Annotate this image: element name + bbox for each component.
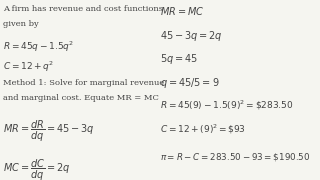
Text: $R = 45q - 1.5q^2$: $R = 45q - 1.5q^2$ — [3, 40, 75, 54]
Text: $\pi = R - C = 283.50 - 93 = \$190.50$: $\pi = R - C = 283.50 - 93 = \$190.50$ — [160, 151, 310, 163]
Text: $R = 45(9) - 1.5(9)^2 = \$283.50$: $R = 45(9) - 1.5(9)^2 = \$283.50$ — [160, 99, 293, 112]
Text: A firm has revenue and cost functions: A firm has revenue and cost functions — [3, 5, 163, 13]
Text: and marginal cost. Equate MR = MC: and marginal cost. Equate MR = MC — [3, 94, 159, 102]
Text: $5q = 45$: $5q = 45$ — [160, 52, 198, 66]
Text: given by: given by — [3, 20, 39, 28]
Text: Method 1: Solve for marginal revenue: Method 1: Solve for marginal revenue — [3, 79, 164, 87]
Text: $q = 45/5 = 9$: $q = 45/5 = 9$ — [160, 76, 220, 90]
Text: $MR = MC$: $MR = MC$ — [160, 5, 204, 17]
Text: $MC = \dfrac{dC}{dq} = 2q$: $MC = \dfrac{dC}{dq} = 2q$ — [3, 158, 71, 180]
Text: $45 - 3q = 2q$: $45 - 3q = 2q$ — [160, 29, 223, 43]
Text: $C = 12 + (9)^2= \$93$: $C = 12 + (9)^2= \$93$ — [160, 122, 246, 136]
Text: $C = 12 + q^2$: $C = 12 + q^2$ — [3, 59, 54, 74]
Text: $MR = \dfrac{dR}{dq} = 45 - 3q$: $MR = \dfrac{dR}{dq} = 45 - 3q$ — [3, 119, 95, 144]
